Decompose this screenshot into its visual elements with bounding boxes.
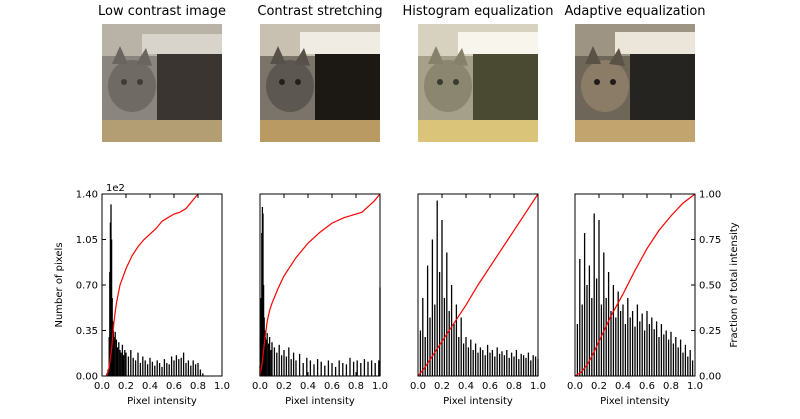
cat-image-low-contrast	[102, 24, 222, 142]
x-tick-label: 0.4	[615, 381, 631, 392]
x-tick-label: 0.4	[300, 381, 316, 392]
axes-frame	[417, 193, 539, 377]
x-axis-label: Pixel intensity	[600, 396, 670, 407]
y-tick-label: 1.40	[76, 190, 98, 201]
x-tick-label: 0.6	[166, 381, 182, 392]
cdf-line	[574, 193, 696, 377]
y-tick-label: 0.35	[76, 326, 98, 337]
x-tick-label: 1.0	[214, 381, 230, 392]
cdf-line	[417, 193, 539, 377]
x-tick-label: 0.6	[324, 381, 340, 392]
axes-frame	[259, 193, 381, 377]
x-tick-label: 0.2	[276, 381, 292, 392]
x-tick-label: 0.4	[458, 381, 474, 392]
y-axis-label: Number of pixels	[54, 242, 65, 327]
cat-image-adaptive-equalization	[575, 24, 695, 142]
x-tick-label: 0.8	[506, 381, 522, 392]
x-tick-label: 0.4	[142, 381, 158, 392]
y-tick-label: 0.00	[76, 372, 98, 383]
x-tick-label: 0.2	[434, 381, 450, 392]
x-tick-label: 0.6	[639, 381, 655, 392]
x-tick-label: 0.2	[591, 381, 607, 392]
x-tick-label: 1.0	[687, 381, 703, 392]
x-tick-label: 0.2	[118, 381, 134, 392]
x-axis-label: Pixel intensity	[127, 396, 197, 407]
title-contrast-stretching: Contrast stretching	[257, 4, 383, 19]
title-adaptive-equalization: Adaptive equalization	[564, 4, 706, 19]
cat-image-histogram-equalization	[418, 24, 538, 142]
y2-tick-label: 0.50	[699, 281, 721, 292]
x-tick-label: 0.8	[348, 381, 364, 392]
y2-axis-label: Fraction of total intensity	[729, 222, 740, 347]
cat-image-contrast-stretching	[260, 24, 380, 142]
y2-tick-label: 0.00	[699, 372, 721, 383]
y-scale-label: 1e2	[106, 183, 125, 194]
x-tick-label: 0.6	[482, 381, 498, 392]
x-tick-label: 1.0	[372, 381, 388, 392]
x-tick-label: 0.0	[410, 381, 426, 392]
x-tick-label: 0.8	[663, 381, 679, 392]
x-tick-label: 0.0	[567, 381, 583, 392]
title-histogram-equalization: Histogram equalization	[402, 4, 554, 19]
axes-frame	[101, 193, 223, 377]
x-axis-label: Pixel intensity	[443, 396, 513, 407]
y2-tick-label: 0.75	[699, 235, 721, 246]
y2-tick-label: 1.00	[699, 190, 721, 201]
x-tick-label: 0.0	[94, 381, 110, 392]
title-low-contrast: Low contrast image	[98, 4, 226, 19]
y-tick-label: 0.70	[76, 281, 98, 292]
axes-frame	[574, 193, 696, 377]
x-tick-label: 0.0	[252, 381, 268, 392]
x-axis-label: Pixel intensity	[285, 396, 355, 407]
cdf-line	[106, 193, 199, 377]
x-tick-label: 0.8	[190, 381, 206, 392]
y2-tick-label: 0.25	[699, 326, 721, 337]
x-tick-label: 1.0	[530, 381, 546, 392]
cdf-line	[259, 193, 381, 377]
y-tick-label: 1.05	[76, 235, 98, 246]
